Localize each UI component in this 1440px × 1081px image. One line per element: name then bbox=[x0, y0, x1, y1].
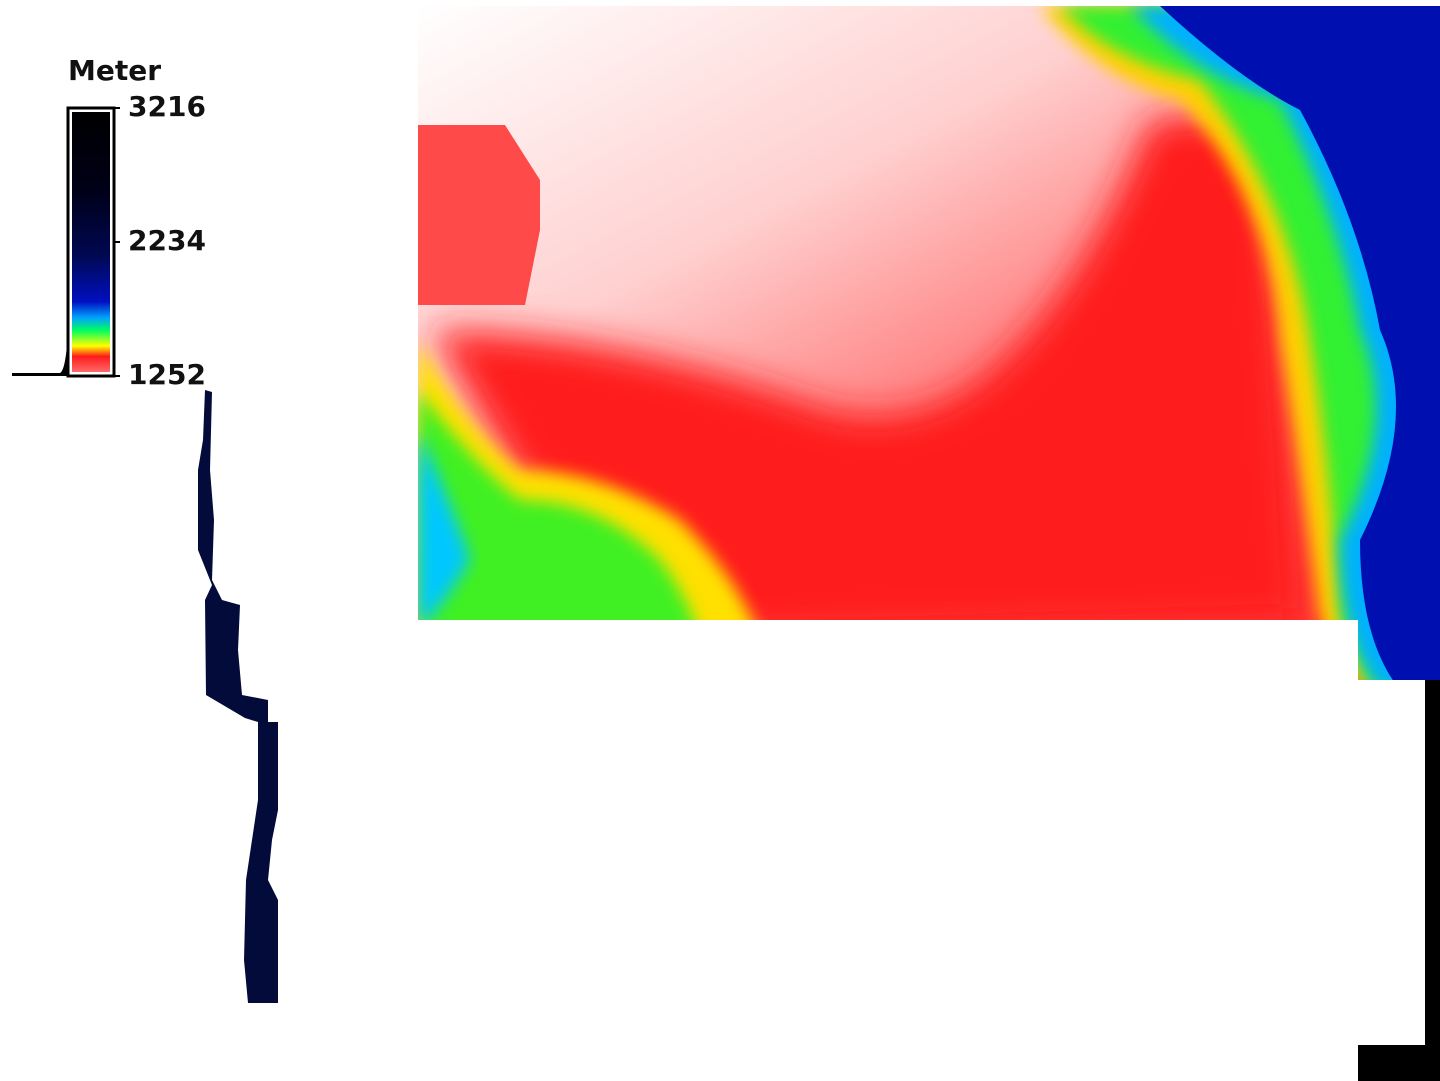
page: {"legend": {"title": "Meter", "ticks": [… bbox=[0, 0, 1440, 1081]
tick-label: 1252 bbox=[128, 358, 206, 391]
tick-label: 3216 bbox=[128, 90, 206, 123]
histogram bbox=[12, 330, 68, 376]
legend-title: Meter bbox=[68, 54, 161, 87]
edge-strip bbox=[1425, 680, 1440, 1045]
legend-ticks: 3216 2234 1252 bbox=[114, 90, 206, 391]
elevation-raster bbox=[418, 6, 1440, 690]
edge-block bbox=[1358, 1045, 1440, 1081]
lake-region bbox=[418, 125, 540, 305]
tick-label: 2234 bbox=[128, 224, 206, 257]
terrain-strip bbox=[198, 390, 278, 1003]
map-view: Meter 3216 2234 1252 bbox=[0, 0, 1440, 1081]
colorbar bbox=[72, 112, 110, 372]
